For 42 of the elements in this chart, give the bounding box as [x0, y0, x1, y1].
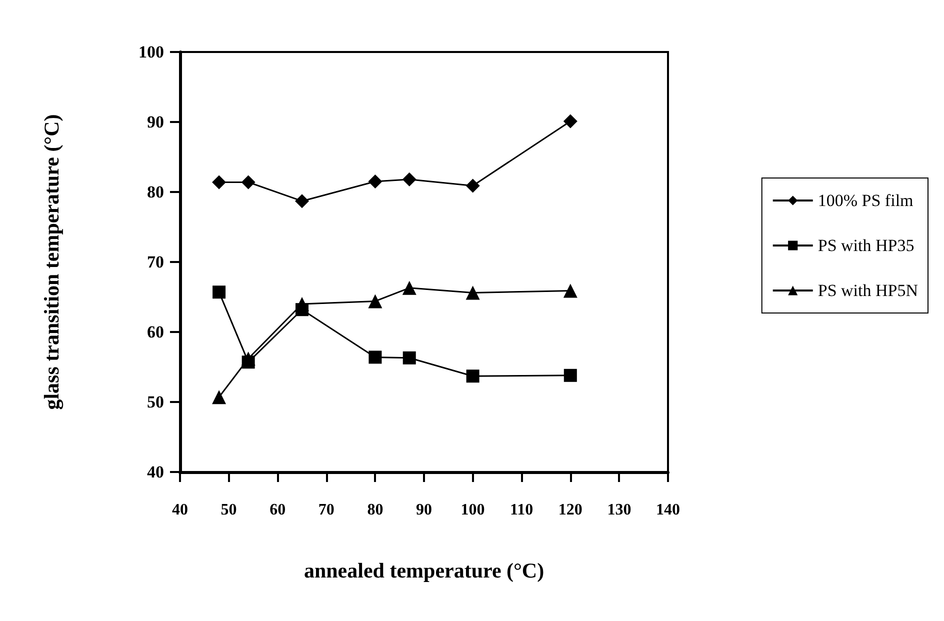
x-tick-label: 90	[416, 502, 432, 518]
point	[212, 390, 226, 404]
point	[402, 351, 416, 364]
x-tick-label: 100	[460, 502, 485, 518]
x-tick-label: 130	[607, 502, 632, 518]
point	[368, 294, 382, 308]
x-tick-label: 50	[220, 502, 237, 518]
point	[564, 368, 577, 382]
x-tick-label: 60	[270, 502, 286, 518]
x-tick-label: 110	[510, 502, 534, 518]
legend-label: PS with HP35	[818, 236, 914, 255]
point	[295, 194, 309, 208]
point	[368, 350, 382, 364]
legend-label: PS with HP5N	[818, 281, 918, 300]
y-tick-label: 70	[147, 252, 164, 272]
point	[402, 280, 416, 295]
y-tick-label: 50	[147, 392, 164, 412]
point	[368, 174, 382, 188]
legend-label: 100% PS film	[818, 191, 914, 210]
y-tick-label: 80	[147, 182, 164, 202]
x-tick-label: 70	[318, 502, 334, 518]
x-tick-label: 140	[656, 502, 680, 518]
point	[212, 286, 226, 299]
point	[466, 286, 480, 300]
y-tick-label: 60	[147, 322, 164, 342]
y-axis-title: glass transition temperature (°C)	[40, 114, 64, 410]
point	[466, 178, 480, 193]
x-axis-title: annealed temperature (°C)	[304, 558, 544, 582]
y-tick-label: 90	[147, 112, 164, 132]
x-tick-label: 40	[172, 502, 188, 518]
point	[563, 114, 578, 128]
point	[402, 172, 416, 186]
point	[212, 175, 226, 190]
point	[241, 175, 256, 190]
point	[242, 356, 255, 369]
x-tick-label: 120	[558, 502, 582, 518]
point	[296, 303, 308, 316]
y-tick-label: 40	[147, 462, 164, 482]
y-tick-label: 100	[138, 42, 164, 62]
point	[563, 284, 578, 298]
point	[466, 370, 480, 383]
x-tick-label: 80	[367, 502, 384, 518]
